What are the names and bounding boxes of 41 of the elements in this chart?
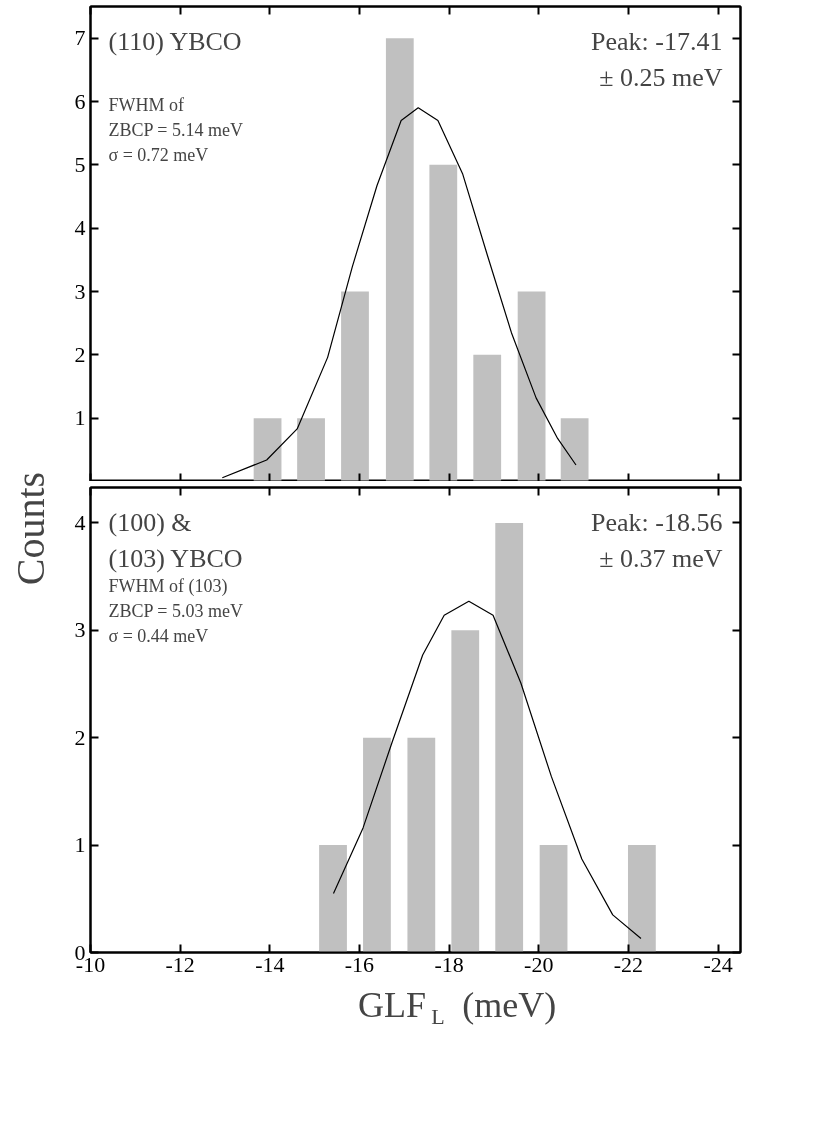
y-axis-title: Counts <box>8 471 53 586</box>
y-tick-label: 4 <box>74 509 86 535</box>
y-tick-label: 7 <box>74 25 86 51</box>
annotation: Peak: -18.56 ± 0.37 meV <box>591 507 723 573</box>
y-tick-label: 2 <box>74 724 86 750</box>
x-tick-label: -20 <box>524 951 554 977</box>
bar <box>341 291 369 481</box>
y-tick-label: 5 <box>74 151 86 177</box>
annotation: Peak: -17.41 ± 0.25 meV <box>591 26 723 92</box>
bar <box>473 354 502 481</box>
x-tick-label: -12 <box>165 951 195 977</box>
annotation: FWHM of ZBCP = 5.14 meV σ = 0.72 meV <box>108 94 243 165</box>
y-tick-label: 3 <box>74 278 86 304</box>
y-tick-label: 1 <box>74 832 86 858</box>
x-tick-label: -18 <box>434 951 464 977</box>
bar <box>385 38 414 481</box>
bar <box>451 630 480 953</box>
bar <box>407 737 436 953</box>
x-tick-label: -22 <box>613 951 644 977</box>
annotation: FWHM of (103) ZBCP = 5.03 meV σ = 0.44 meV <box>108 575 243 646</box>
bar <box>495 522 524 953</box>
bar <box>627 845 656 953</box>
y-tick-label: 1 <box>74 405 86 431</box>
x-tick-label: -14 <box>255 951 285 977</box>
annotation: (100) & (103) YBCO <box>108 507 243 573</box>
bar <box>429 164 458 481</box>
y-tick-label: 4 <box>74 215 86 241</box>
annotation: (110) YBCO <box>108 26 242 56</box>
line-series <box>332 600 642 940</box>
bar <box>517 291 546 481</box>
y-tick-label: 3 <box>74 617 86 643</box>
x-tick-label: -16 <box>344 951 375 977</box>
y-tick-label: 2 <box>74 341 86 367</box>
bar <box>253 418 282 481</box>
bar <box>539 845 568 953</box>
y-tick-label: 6 <box>74 88 86 114</box>
bar <box>297 418 325 481</box>
bar <box>560 418 589 481</box>
bar <box>319 845 347 953</box>
bar <box>363 737 391 953</box>
x-tick-label: -24 <box>703 951 733 977</box>
